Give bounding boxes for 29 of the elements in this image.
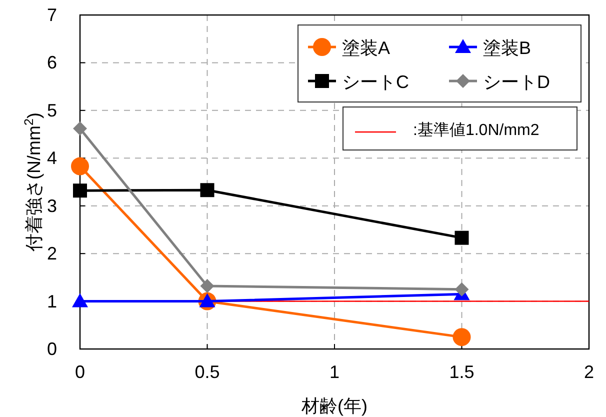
y-tick-label: 2	[46, 244, 58, 264]
point	[73, 184, 87, 198]
point	[71, 157, 89, 176]
legend-label: シートD	[483, 72, 550, 92]
y-tick-label: 3	[46, 196, 58, 216]
point	[452, 328, 471, 346]
x-tick-label: 2	[584, 362, 594, 382]
x-axis-title: 材齢(年)	[300, 396, 368, 416]
y-tick-label: 5	[46, 100, 58, 120]
point	[454, 230, 469, 245]
legend-label: シートC	[342, 72, 409, 92]
point	[72, 293, 88, 308]
y-tick-label: 7	[46, 5, 58, 25]
y-tick-label: 1	[46, 291, 58, 312]
x-tick-label: 1.5	[449, 362, 474, 382]
x-tick-label: 1	[329, 362, 340, 382]
point	[199, 293, 216, 308]
y-tick-label: 6	[46, 52, 58, 73]
legend-label: :基準値1.0N/mm2	[413, 121, 540, 139]
x-tick-label: 0.5	[194, 362, 220, 382]
point	[200, 279, 214, 294]
y-tick-label: 4	[46, 148, 58, 168]
x-tick-label: 0	[74, 362, 86, 382]
legend-label: 塗装A	[342, 38, 390, 58]
y-tick-label: 0	[46, 339, 58, 359]
point	[200, 183, 214, 198]
point	[454, 282, 469, 296]
point	[73, 122, 87, 136]
legend-label: 塗装B	[483, 38, 532, 58]
